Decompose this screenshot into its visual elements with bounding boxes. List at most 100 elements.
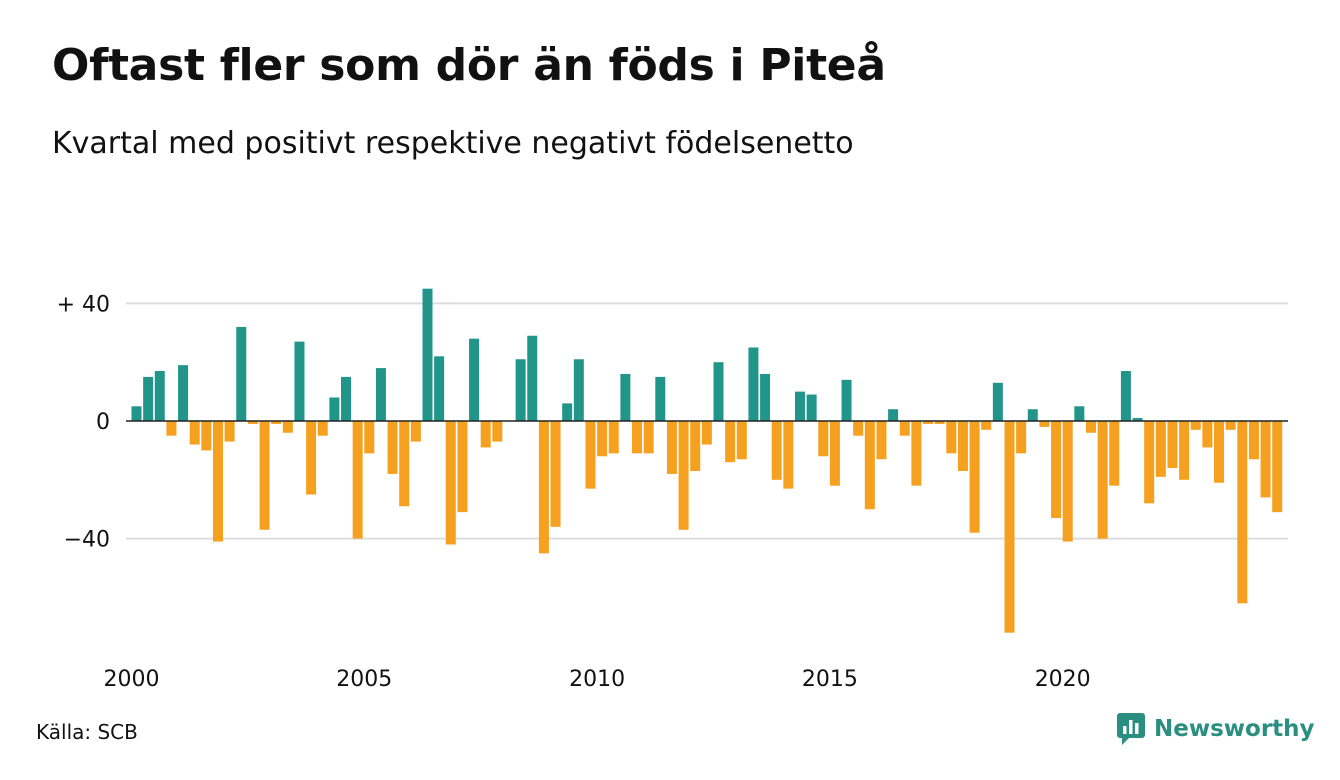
bar-negative [271,421,282,424]
bar-negative [923,421,934,424]
x-tick-label: 2015 [802,667,858,692]
bar-negative [678,421,689,530]
source-note: Källa: SCB [36,720,138,744]
bar-negative [317,421,328,436]
bar-positive [620,373,631,421]
brand-name: Newsworthy [1154,716,1315,742]
bar-positive [573,359,584,421]
bar-negative [1225,421,1236,430]
bar-negative [666,421,677,474]
bar-negative [818,421,829,457]
bar-negative [771,421,782,480]
bar-negative [212,421,223,542]
bar-positive [294,341,305,421]
bar-negative [864,421,875,510]
y-axis-ticks: + 40 0 −40 [57,292,110,552]
bar-negative [352,421,363,539]
bar-negative [538,421,549,554]
x-axis-ticks: 2000 2005 2010 2015 2020 [104,667,1091,692]
bar-positive [515,359,526,421]
bar-negative [166,421,177,436]
bar-negative [981,421,992,430]
bar-negative [1155,421,1166,477]
bar-negative [1167,421,1178,469]
bar-negative [1190,421,1201,430]
bar-negative [1260,421,1271,498]
bar-positive [375,368,386,421]
bar-chart: + 40 0 −40 2000 2005 2010 2015 2020 [57,288,1288,692]
bar-positive [434,356,445,421]
bar-negative [387,421,398,474]
bar-negative [1237,421,1248,604]
bar-negative [259,421,270,530]
bar-positive [841,379,852,421]
bar-negative [934,421,945,424]
bar-negative [247,421,258,424]
bar-negative [201,421,212,451]
bar-negative [783,421,794,489]
bar-negative [1179,421,1190,480]
bar-positive [888,409,899,421]
chart-title: Oftast fler som dör än föds i Piteå [52,40,886,91]
bar-negative [1214,421,1225,483]
bar-negative [608,421,619,454]
bar-positive [806,394,817,421]
bar-positive [713,362,724,421]
bar-negative [1248,421,1259,460]
bar-negative [364,421,375,454]
bar-negative [306,421,317,495]
y-tick-label: −40 [64,528,110,553]
bar-negative [876,421,887,460]
bar-negative [1272,421,1283,513]
bar-negative [899,421,910,436]
bar-negative [957,421,968,471]
bar-negative [399,421,410,507]
bar-positive [748,347,759,421]
bar-positive [992,382,1003,421]
bar-positive [1074,406,1085,421]
y-tick-label: + 40 [57,292,110,317]
bar-positive [1027,409,1038,421]
bar-negative [1062,421,1073,542]
bar-negative [853,421,864,436]
bar-negative [445,421,456,545]
bar-negative [189,421,200,445]
bar-negative [480,421,491,448]
bar-negative [632,421,643,454]
x-tick-label: 2000 [104,667,160,692]
bar-positive [527,335,538,421]
bar-positive [1132,418,1143,421]
bar-positive [236,326,247,421]
bar-negative [690,421,701,471]
bar-negative [1051,421,1062,519]
brand-logo: Newsworthy [1116,712,1315,746]
bar-negative [1039,421,1050,427]
newsworthy-logo-icon [1117,713,1145,745]
bar-negative [282,421,293,433]
bar-negative [725,421,736,463]
bar-negative [911,421,922,486]
bar-negative [829,421,840,486]
bar-positive [329,397,340,421]
bar-negative [1144,421,1155,504]
bar-positive [1120,371,1131,421]
bar-negative [1085,421,1096,433]
y-tick-label: 0 [96,410,110,435]
bar-negative [1109,421,1120,486]
bar-positive [422,288,433,421]
bar-negative [224,421,235,442]
grid-lines [126,302,1288,540]
bar-negative [597,421,608,457]
bar-negative [736,421,747,460]
x-tick-label: 2005 [336,667,392,692]
bar-positive [655,376,666,421]
bar-positive [154,371,165,421]
bar-positive [760,373,771,421]
bar-negative [410,421,421,442]
bar-negative [1016,421,1027,454]
bar-positive [794,391,805,421]
bar-series [131,288,1283,633]
bar-negative [492,421,503,442]
bar-negative [1097,421,1108,539]
chart-subtitle: Kvartal med positivt respektive negativt… [52,126,854,161]
